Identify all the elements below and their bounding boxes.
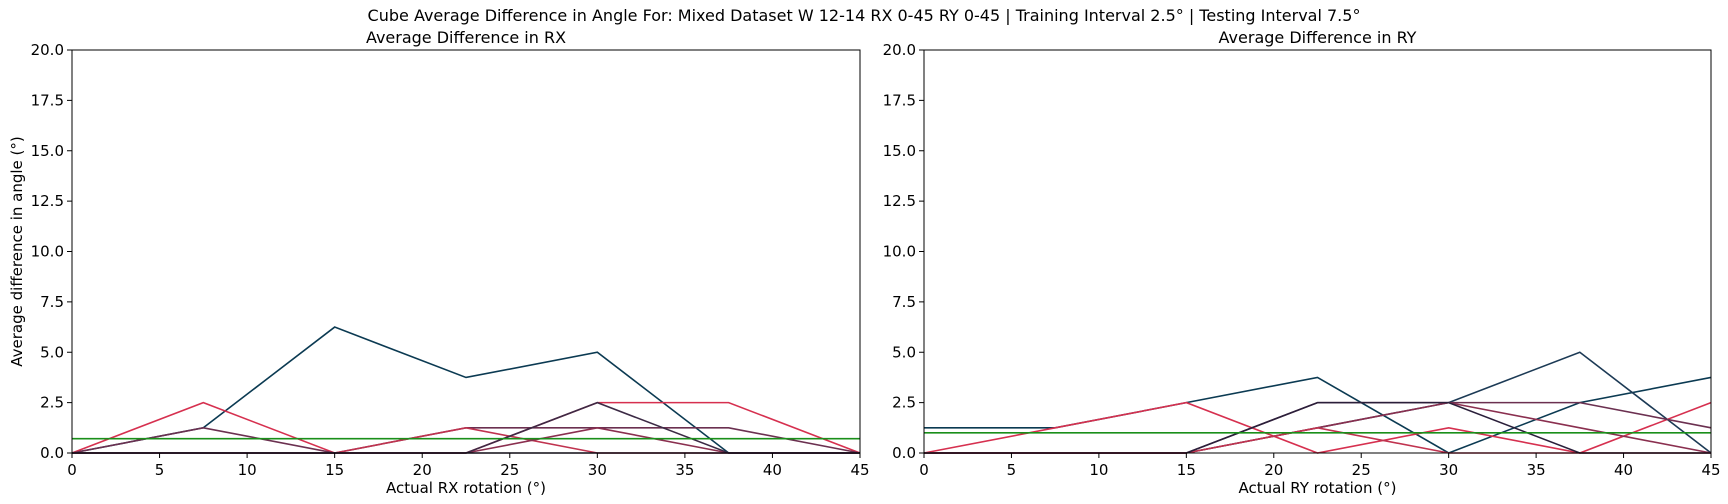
panel-1-x-tick-label: 45 [850,461,869,479]
panel-1-x-tick-label: 25 [500,461,519,479]
panel-2-x-tick-label: 40 [1614,461,1633,479]
panel-2-y-tick-label: 7.5 [892,293,916,311]
panel-2-x-tick-label: 15 [1177,461,1196,479]
panel-2-x-axis-label: Actual RY rotation (°) [1239,479,1397,497]
panel-2-x-tick-label: 35 [1527,461,1546,479]
panel-1-x-tick-label: 0 [67,461,77,479]
panel-1-y-tick-label: 12.5 [31,192,64,210]
panel-1-x-tick-label: 30 [588,461,607,479]
panel-2-x-tick-label: 20 [1264,461,1283,479]
panel-2-series-6-line [924,426,1711,454]
panel-2-plot-frame [923,49,1712,454]
panel-1-series-4-line [72,426,860,454]
panel-1-plot-frame [71,49,861,454]
panel-1-x-tick-label: 40 [763,461,782,479]
panel-1-series-3-line [71,426,861,454]
panel-1-x-tick-label: 20 [413,461,432,479]
panel-1-x-tick-label: 15 [325,461,344,479]
panel-2-y-tick-label: 2.5 [892,394,916,412]
panel-2-x-tick-label: 45 [1701,461,1720,479]
panel-1-y-tick-label: 7.5 [40,293,64,311]
panel-2-x-tick-label: 0 [919,461,929,479]
panel-2-x-tick-label: 25 [1352,461,1371,479]
panel-1-y-tick-label: 10.0 [31,243,64,261]
panel-2-y-tick-label: 5.0 [892,343,916,361]
panel-2-title: Average Difference in RY [1219,28,1417,47]
panel-1-y-tick-label: 0.0 [40,444,64,462]
panel-2-y-tick-label: 15.0 [883,142,916,160]
panel-1-series-1-line [71,326,860,454]
panel-1-y-tick-label: 20.0 [31,41,64,59]
panel-2-x-tick-label: 5 [1007,461,1017,479]
panel-1-title: Average Difference in RX [366,28,566,47]
panel-1-x-axis-label: Actual RX rotation (°) [386,479,546,497]
panel-2-x-tick-label: 30 [1439,461,1458,479]
panel-1-y-tick-label: 15.0 [31,142,64,160]
panel-2-x-tick-label: 10 [1089,461,1108,479]
panel-1-y-tick-label: 5.0 [40,343,64,361]
panel-2-y-tick-label: 12.5 [883,192,916,210]
panel-1-series-5-line [72,426,860,454]
panel-1-y-tick-label: 17.5 [31,91,64,109]
panel-2-y-tick-label: 17.5 [883,91,916,109]
panel-1-x-tick-label: 5 [155,461,165,479]
panel-1-x-tick-label: 10 [238,461,257,479]
panel-2-y-tick-label: 20.0 [883,41,916,59]
panel-1-x-tick-label: 35 [675,461,694,479]
figure-title: Cube Average Difference in Angle For: Mi… [367,6,1361,25]
panel-2-series-1-line [924,376,1712,454]
panel-2-y-tick-label: 0.0 [892,444,916,462]
panel-1-y-axis-label: Average difference in angle (°) [8,136,26,366]
panel-1-y-tick-label: 2.5 [40,394,64,412]
panel-2-y-tick-label: 10.0 [883,243,916,261]
